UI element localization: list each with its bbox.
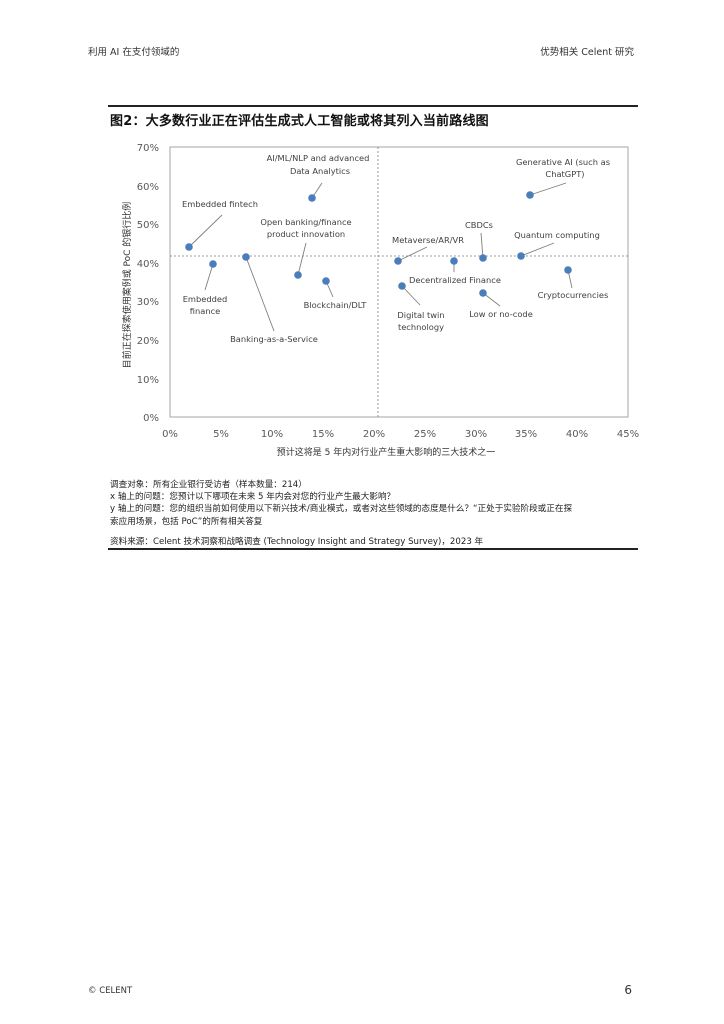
- label-genai-line1: Generative AI (such as: [516, 157, 610, 167]
- point-embedded-finance: [209, 260, 217, 268]
- label-ai-ml-line2: Data Analytics: [290, 166, 350, 176]
- x-tick: 30%: [465, 429, 487, 440]
- page-number: 6: [624, 983, 632, 997]
- point-generative-ai: [526, 191, 534, 199]
- x-tick: 35%: [515, 429, 537, 440]
- x-axis-title: 预计这将是 5 年内对行业产生重大影响的三大技术之一: [277, 446, 495, 458]
- label-baas: Banking-as-a-Service: [230, 334, 318, 344]
- note-x-question: x 轴上的问题：您预计以下哪项在未来 5 年内会对您的行业产生最大影响？: [110, 492, 396, 503]
- label-embedded-finance-line2: finance: [190, 306, 221, 316]
- label-metaverse: Metaverse/AR/VR: [392, 235, 464, 245]
- point-low-code: [479, 289, 487, 297]
- figure-title: 图2：大多数行业正在评估生成式人工智能或将其列入当前路线图: [110, 114, 489, 129]
- label-digital-twin-line2: technology: [398, 322, 444, 332]
- note-y-question-line1: y 轴上的问题：您的组织当前如何使用以下新兴技术/商业模式，或者对这些领域的态度…: [110, 504, 573, 515]
- note-sample: 调查对象：所有企业银行受访者（样本数量：214）: [110, 480, 307, 490]
- label-cbdcs: CBDCs: [465, 220, 493, 230]
- point-cbdcs: [479, 254, 487, 262]
- point-digital-twin: [398, 282, 406, 290]
- x-tick: 45%: [617, 429, 639, 440]
- x-tick: 10%: [261, 429, 283, 440]
- x-tick: 25%: [414, 429, 436, 440]
- plot-area: [169, 146, 629, 418]
- data-points: [185, 191, 572, 297]
- footer-copyright: © CELENT: [88, 986, 133, 996]
- x-tick: 0%: [162, 429, 178, 440]
- label-ai-ml-line1: AI/ML/NLP and advanced: [267, 153, 370, 163]
- label-quantum: Quantum computing: [514, 230, 600, 240]
- running-header-left: 利用 AI 在支付领域的: [88, 47, 180, 58]
- note-y-question-line2: 索应用场景，包括 PoC”的所有相关答复: [110, 516, 263, 527]
- point-ai-ml-nlp: [308, 194, 316, 202]
- x-tick: 15%: [312, 429, 334, 440]
- x-axis-ticks: 0% 5% 10% 15% 20% 25% 30% 35% 40% 45%: [162, 429, 639, 440]
- label-open-banking-line2: product innovation: [267, 229, 345, 239]
- y-tick: 60%: [137, 182, 159, 193]
- point-defi: [450, 257, 458, 265]
- point-quantum: [517, 252, 525, 260]
- y-tick: 50%: [137, 220, 159, 231]
- running-header-right: 优势相关 Celent 研究: [540, 47, 634, 58]
- scatter-chart: 70% 60% 50% 40% 30% 20% 10% 0% 0% 5% 10%…: [121, 143, 639, 458]
- point-embedded-fintech: [185, 243, 193, 251]
- label-crypto: Cryptocurrencies: [538, 290, 609, 300]
- y-tick: 20%: [137, 336, 159, 347]
- point-open-banking: [294, 271, 302, 279]
- label-low-code: Low or no-code: [469, 309, 533, 319]
- y-axis-ticks: 70% 60% 50% 40% 30% 20% 10% 0%: [137, 143, 159, 424]
- data-labels: AI/ML/NLP and advanced Data Analytics Em…: [182, 153, 610, 344]
- y-tick: 10%: [137, 375, 159, 386]
- label-blockchain: Blockchain/DLT: [304, 300, 368, 310]
- y-tick: 70%: [137, 143, 159, 154]
- point-banking-as-a-service: [242, 253, 250, 261]
- label-genai-line2: ChatGPT): [545, 169, 584, 179]
- x-tick: 20%: [363, 429, 385, 440]
- label-embedded-fintech: Embedded fintech: [182, 199, 258, 209]
- y-tick: 30%: [137, 297, 159, 308]
- y-tick: 40%: [137, 259, 159, 270]
- point-cryptocurrencies: [564, 266, 572, 274]
- x-tick: 5%: [213, 429, 229, 440]
- label-digital-twin-line1: Digital twin: [397, 310, 444, 320]
- figure-top-rule: [108, 105, 638, 107]
- point-metaverse: [394, 257, 402, 265]
- point-blockchain: [322, 277, 330, 285]
- y-axis-title: 目前正在探索使用案例或 PoC 的银行比例: [121, 202, 133, 369]
- figure-bottom-rule: [108, 548, 638, 550]
- label-defi: Decentralized Finance: [409, 275, 501, 285]
- x-tick: 40%: [566, 429, 588, 440]
- label-embedded-finance-line1: Embedded: [183, 294, 228, 304]
- figure-source: 资料来源：Celent 技术洞察和战略调查 (Technology Insigh…: [110, 537, 484, 547]
- figure-notes: 调查对象：所有企业银行受访者（样本数量：214） x 轴上的问题：您预计以下哪项…: [110, 479, 640, 528]
- y-tick: 0%: [143, 413, 159, 424]
- label-open-banking-line1: Open banking/finance: [260, 217, 351, 227]
